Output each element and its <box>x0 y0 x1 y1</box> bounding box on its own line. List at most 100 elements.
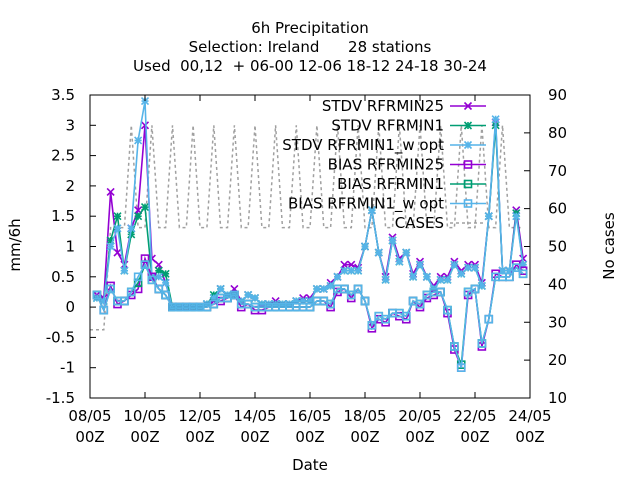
data-point-bias-rfrmin1-w-opt <box>436 287 445 297</box>
data-point-bias-rfrmin1-w-opt <box>326 299 335 309</box>
data-point-stdv-rfrmin1-w-opt <box>250 293 260 303</box>
data-point-bias-rfrmin1-w-opt <box>367 320 377 330</box>
data-point-bias-rfrmin1-w-opt <box>154 284 164 294</box>
data-point-stdv-rfrmin1-w-opt <box>216 284 225 293</box>
data-point-stdv-rfrmin1-w-opt <box>409 272 418 281</box>
legend-label-bias-rfrmin1-w-opt: BIAS RFRMIN1_w opt <box>288 195 444 214</box>
x-tick-label: 22/05 <box>453 407 496 425</box>
data-point-stdv-rfrmin1-w-opt <box>436 275 445 284</box>
y-tick-label: 1.5 <box>51 207 75 225</box>
data-point-stdv-rfrmin1-w-opt <box>464 263 473 272</box>
data-point-bias-rfrmin1-w-opt <box>133 272 143 282</box>
data-point-stdv-rfrmin1-w-opt <box>422 272 431 281</box>
y2-tick-label: 60 <box>548 200 567 218</box>
data-point-stdv-rfrmin25 <box>519 254 528 263</box>
y-tick-label: 2 <box>65 177 75 195</box>
data-point-bias-rfrmin1-w-opt <box>305 302 315 312</box>
y2-axis-label: No cases <box>600 212 618 280</box>
x-tick-label-hour: 00Z <box>405 428 434 446</box>
data-point-stdv-rfrmin1-w-opt <box>326 281 335 290</box>
data-point-bias-rfrmin1-w-opt <box>161 290 170 300</box>
data-point-bias-rfrmin1-w-opt <box>209 299 219 309</box>
data-point-bias-rfrmin1-w-opt <box>147 275 157 285</box>
data-point-stdv-rfrmin25 <box>340 260 349 269</box>
data-point-stdv-rfrmin1-w-opt <box>154 272 163 281</box>
data-point-stdv-rfrmin1-w-opt <box>388 236 397 245</box>
legend-label-stdv-rfrmin25: STDV RFRMIN25 <box>322 97 444 115</box>
data-point-stdv-rfrmin1 <box>113 212 122 221</box>
legend-marker-bias-rfrmin1 <box>463 179 473 189</box>
axes: 3.5 3 2.5 2 1.5 1 0.5 0 -0.5 -1 -1.5 90 80 70 60 50 40 30… <box>46 86 567 446</box>
data-point-bias-rfrmin1-w-opt <box>340 284 349 294</box>
data-point-stdv-rfrmin1-w-opt <box>244 290 253 300</box>
legend-marker-bias-rfrmin25 <box>463 160 473 169</box>
y2-tick-label: 40 <box>548 275 567 293</box>
data-point-stdv-rfrmin1-w-opt <box>360 242 370 251</box>
data-point-bias-rfrmin1-w-opt <box>511 263 521 273</box>
legend-marker-stdv-rfrmin1-w-opt <box>463 140 473 150</box>
data-point-stdv-rfrmin1-w-opt <box>127 224 136 233</box>
data-point-stdv-rfrmin1-w-opt <box>113 224 122 233</box>
data-point-stdv-rfrmin1-w-opt <box>477 281 486 290</box>
data-point-stdv-rfrmin1-w-opt <box>402 248 411 257</box>
y-tick-label: -1.5 <box>46 389 75 407</box>
data-point-bias-rfrmin1-w-opt <box>381 314 390 324</box>
data-point-stdv-rfrmin1-w-opt <box>161 278 170 287</box>
chart-title-line-1: 6h Precipitation <box>251 19 369 37</box>
chart-title-line-2: Selection: Ireland 28 stations <box>189 38 432 56</box>
data-point-bias-rfrmin1-w-opt <box>505 272 514 282</box>
data-point-bias-rfrmin1-w-opt <box>518 269 528 279</box>
y-tick-label: 0.5 <box>51 268 75 286</box>
series-line-cases <box>90 125 524 331</box>
x-tick-label-hour: 00Z <box>515 428 544 446</box>
data-point-bias-rfrmin1-w-opt <box>346 290 356 300</box>
data-point-bias-rfrmin1-w-opt <box>353 284 363 294</box>
y-tick-label: 3 <box>65 116 75 134</box>
x-tick-label: 12/05 <box>178 407 221 425</box>
data-point-stdv-rfrmin1 <box>154 266 163 275</box>
data-point-stdv-rfrmin1-w-opt <box>512 212 521 221</box>
data-point-bias-rfrmin1-w-opt <box>415 299 425 309</box>
series-layer <box>90 96 528 373</box>
legend-marker-stdv-rfrmin25 <box>463 101 473 111</box>
x-tick-label: 18/05 <box>343 407 386 425</box>
data-point-stdv-rfrmin1-w-opt <box>354 266 363 275</box>
data-point-stdv-rfrmin1-w-opt <box>395 257 404 266</box>
data-point-bias-rfrmin1-w-opt <box>92 290 102 300</box>
chart-title-line-3: Used 00,12 + 06-00 12-06 18-12 24-18 30-… <box>133 57 487 75</box>
data-point-bias-rfrmin1-w-opt <box>120 296 129 306</box>
y-tick-label: 1 <box>65 238 75 256</box>
data-point-stdv-rfrmin1 <box>140 203 150 212</box>
data-point-stdv-rfrmin1-w-opt <box>415 260 425 269</box>
legend-label-bias-rfrmin1: BIAS RFRMIN1 <box>337 175 444 193</box>
x-tick-label-hour: 00Z <box>295 428 324 446</box>
data-point-stdv-rfrmin1-w-opt <box>106 242 115 251</box>
data-point-bias-rfrmin1-w-opt <box>106 284 115 294</box>
x-tick-label-hour: 00Z <box>350 428 379 446</box>
y2-tick-label: 80 <box>548 124 567 142</box>
data-point-bias-rfrmin1-w-opt <box>477 339 487 348</box>
data-point-stdv-rfrmin1-w-opt <box>340 266 349 275</box>
data-point-stdv-rfrmin1-w-opt <box>457 269 466 278</box>
legend-label-stdv-rfrmin1-w-opt: STDV RFRMIN1_w opt <box>282 136 444 155</box>
data-point-stdv-rfrmin1-w-opt <box>134 136 143 145</box>
y2-tick-label: 50 <box>548 238 567 256</box>
y2-tick-label: 90 <box>548 86 567 104</box>
data-point-stdv-rfrmin1-w-opt <box>312 284 321 293</box>
data-point-bias-rfrmin1-w-opt <box>484 314 494 324</box>
data-point-stdv-rfrmin25 <box>106 187 115 197</box>
data-point-bias-rfrmin1-w-opt <box>230 290 239 300</box>
x-axis-label: Date <box>292 456 328 474</box>
data-point-stdv-rfrmin1-w-opt <box>367 206 376 215</box>
data-point-stdv-rfrmin1-w-opt <box>443 275 452 284</box>
data-point-stdv-rfrmin1-w-opt <box>470 263 480 272</box>
x-tick-label: 10/05 <box>123 407 166 425</box>
data-point-stdv-rfrmin1-w-opt <box>333 272 342 281</box>
y2-tick-label: 30 <box>548 313 567 331</box>
x-tick-label: 20/05 <box>398 407 441 425</box>
y2-tick-label: 10 <box>548 389 567 407</box>
y-tick-label: -0.5 <box>46 328 75 346</box>
data-point-stdv-rfrmin25 <box>140 121 150 130</box>
x-tick-label: 08/05 <box>68 407 111 425</box>
